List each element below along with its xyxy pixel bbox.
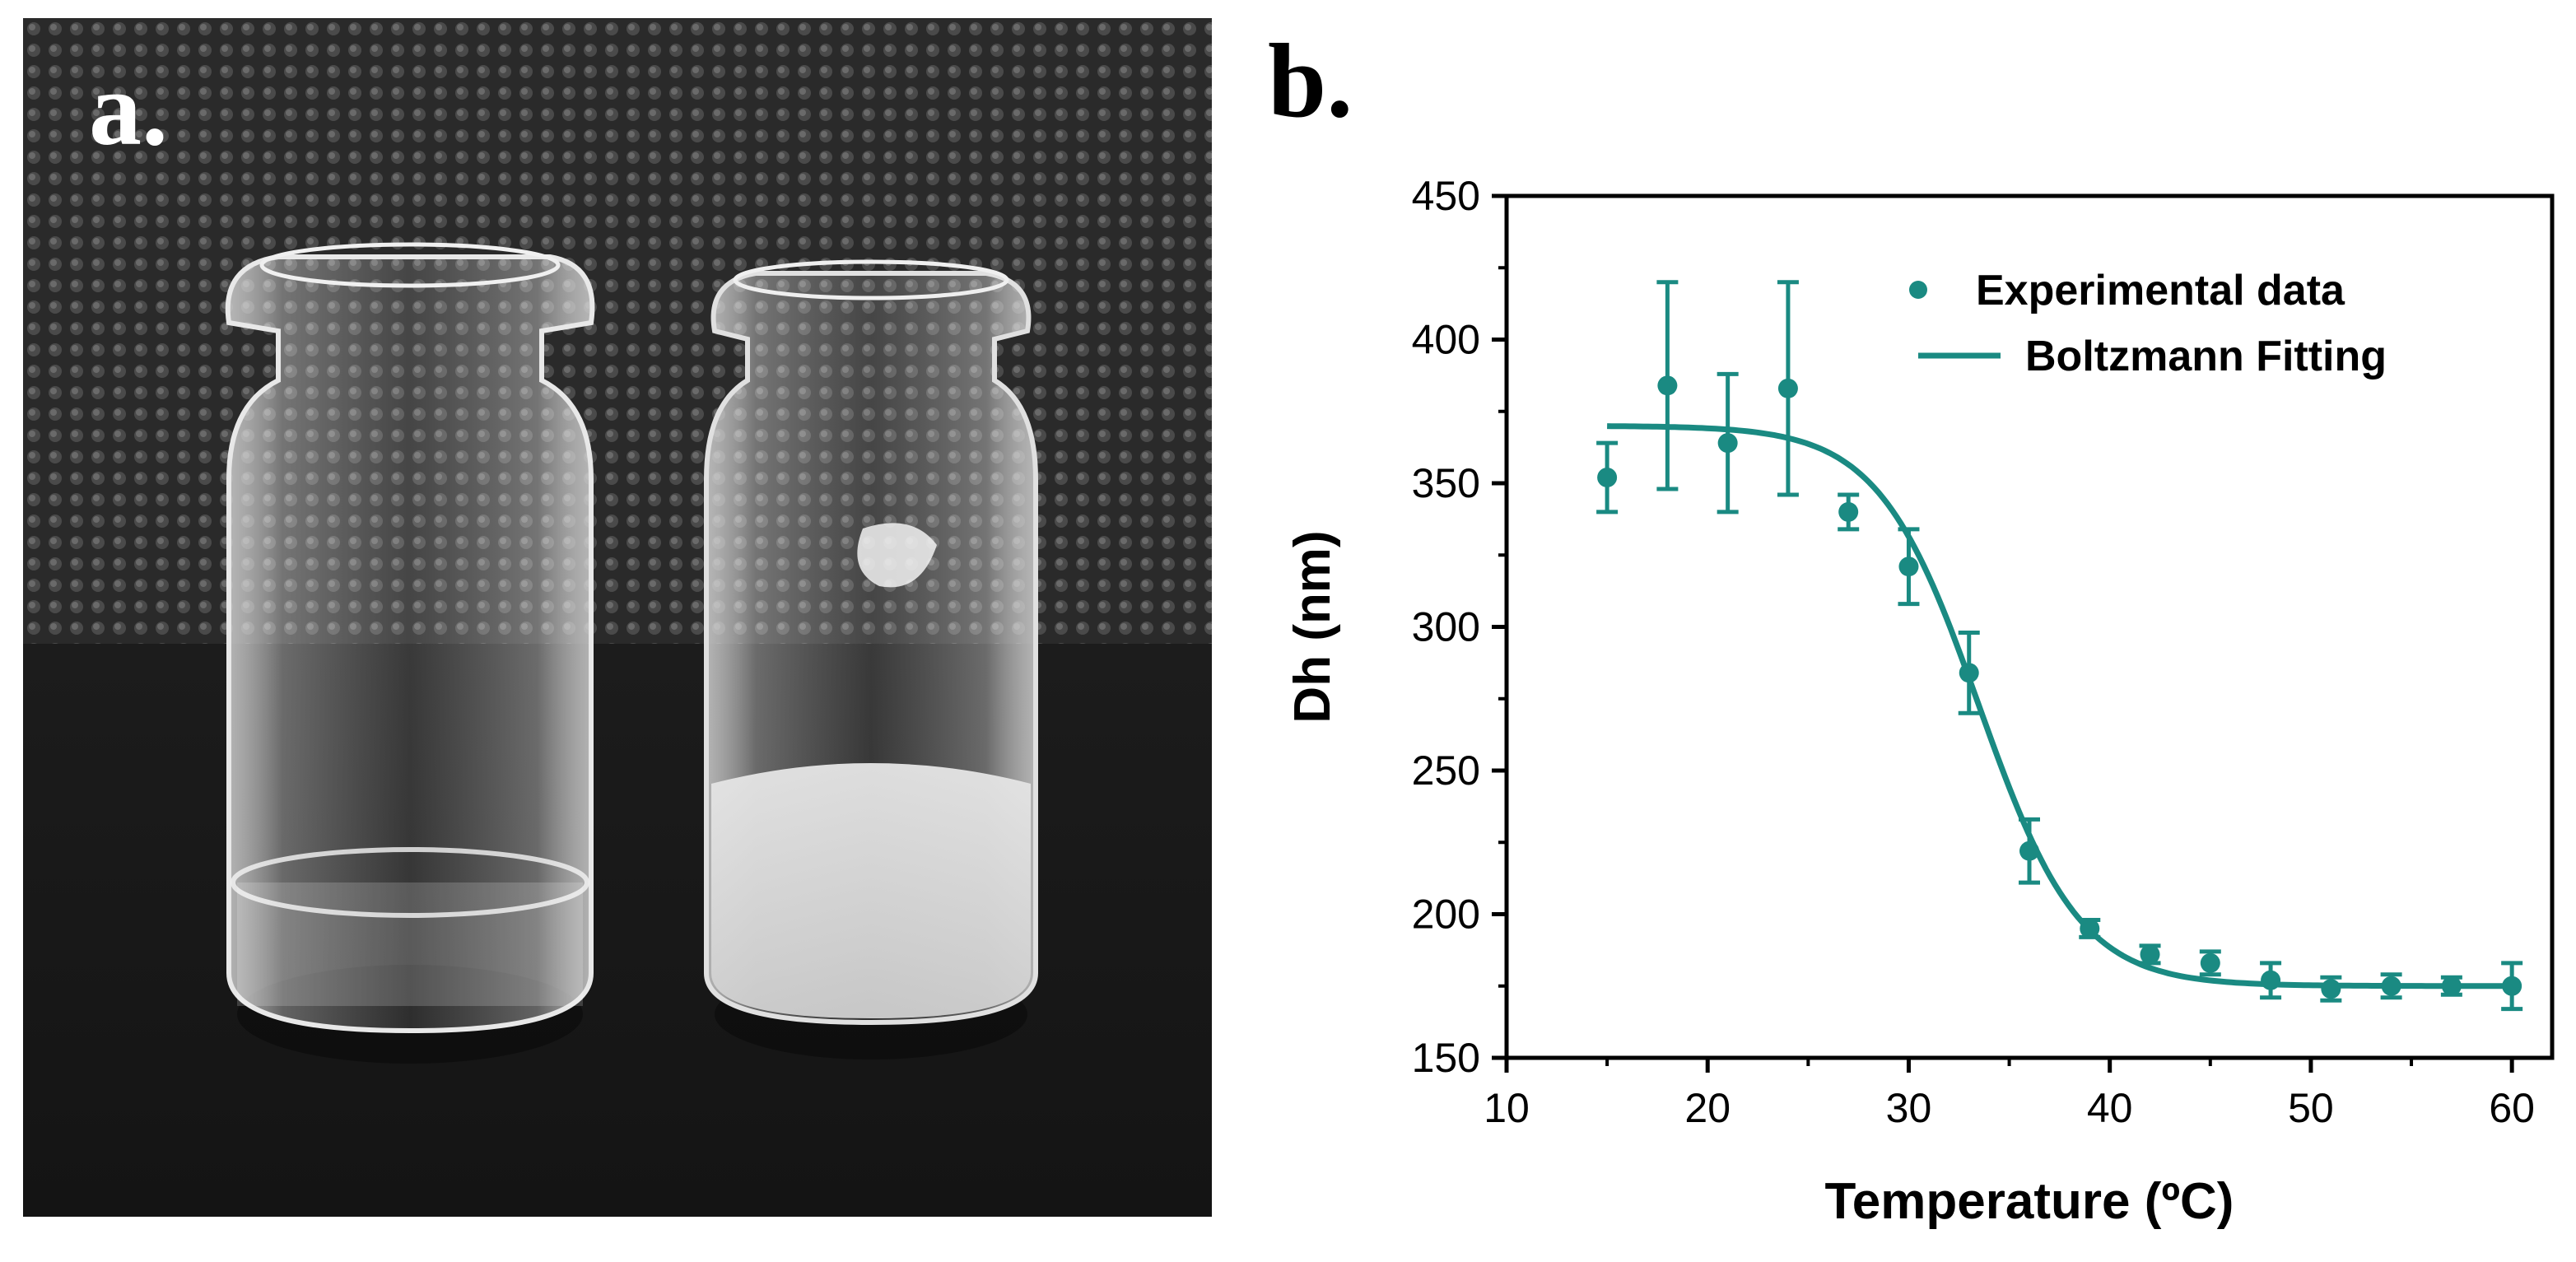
data-point (1597, 468, 1618, 488)
x-tick-label: 10 (1484, 1085, 1530, 1131)
plot-frame (1504, 193, 2555, 1060)
fit-curve-line (1607, 423, 2513, 990)
legend-marker-experimental (1909, 281, 1927, 299)
data-point (1959, 663, 1979, 683)
y-axis-label: Dh (nm) (1284, 530, 1341, 723)
panel-label-b: b. (1268, 22, 1353, 139)
data-point (1898, 556, 1919, 577)
vials-photo: a. (23, 18, 1212, 1217)
data-point (2200, 952, 2220, 973)
y-tick-label: 400 (1412, 317, 1480, 363)
data-point (2140, 944, 2160, 965)
legend-label-experimental: Experimental data (1976, 267, 2345, 314)
x-tick-label: 50 (2288, 1085, 2334, 1131)
y-tick-label: 350 (1412, 460, 1480, 506)
data-point (1838, 501, 1859, 522)
x-tick-label: 20 (1684, 1085, 1731, 1131)
x-tick-label: 40 (2087, 1085, 2133, 1131)
legend-label-fit: Boltzmann Fitting (2025, 333, 2387, 380)
data-point (2080, 918, 2100, 938)
data-point (2321, 979, 2341, 999)
data-point (2381, 976, 2401, 996)
legend: Experimental data Boltzmann Fitting (1909, 267, 2387, 380)
turbid-vial (704, 259, 1038, 1059)
data-points-layer (1596, 280, 2523, 1012)
data-point (1777, 378, 1798, 398)
panel-label-a: a. (89, 50, 168, 167)
dh-temperature-chart: 10 20 30 40 50 60 150 200 250 300 350 400 450 Temper… (1284, 173, 2555, 1230)
data-point (2441, 976, 2462, 996)
data-point (2502, 976, 2522, 996)
y-tick-label: 250 (1412, 747, 1480, 794)
y-tick-label: 450 (1412, 173, 1480, 219)
data-point (2019, 841, 2039, 861)
axis-ticks: 10 20 30 40 50 60 150 200 250 300 350 400 450 (1412, 173, 2535, 1131)
clear-vial (225, 242, 595, 1064)
data-point (1657, 375, 1678, 396)
data-point (1717, 433, 1738, 454)
y-tick-label: 300 (1412, 604, 1480, 650)
y-tick-label: 200 (1412, 892, 1480, 938)
x-axis-label: Temperature (ºC) (1825, 1173, 2234, 1230)
data-point (2261, 970, 2281, 990)
x-tick-label: 60 (2489, 1085, 2535, 1131)
y-tick-label: 150 (1412, 1035, 1480, 1081)
chart-panel: b. 10 20 30 40 50 60 150 200 250 300 350 400 450 Tem… (1235, 0, 2576, 1258)
vials-photo-icon (23, 18, 1212, 1217)
fit-curve-layer (1607, 423, 2513, 990)
x-tick-label: 30 (1886, 1085, 1932, 1131)
